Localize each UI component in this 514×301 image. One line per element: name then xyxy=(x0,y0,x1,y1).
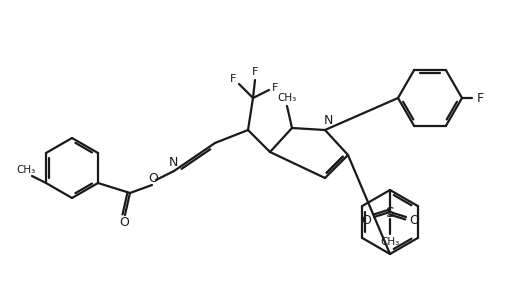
Text: F: F xyxy=(252,67,258,77)
Text: N: N xyxy=(168,157,178,169)
Text: O: O xyxy=(409,213,419,226)
Text: F: F xyxy=(272,83,278,93)
Text: O: O xyxy=(148,172,158,185)
Text: F: F xyxy=(476,92,484,104)
Text: N: N xyxy=(323,113,333,126)
Text: CH₃: CH₃ xyxy=(278,93,297,103)
Text: O: O xyxy=(361,213,371,226)
Text: CH₃: CH₃ xyxy=(380,237,399,247)
Text: F: F xyxy=(230,74,236,84)
Text: O: O xyxy=(119,216,129,229)
Text: CH₃: CH₃ xyxy=(16,165,35,175)
Text: S: S xyxy=(386,206,394,220)
